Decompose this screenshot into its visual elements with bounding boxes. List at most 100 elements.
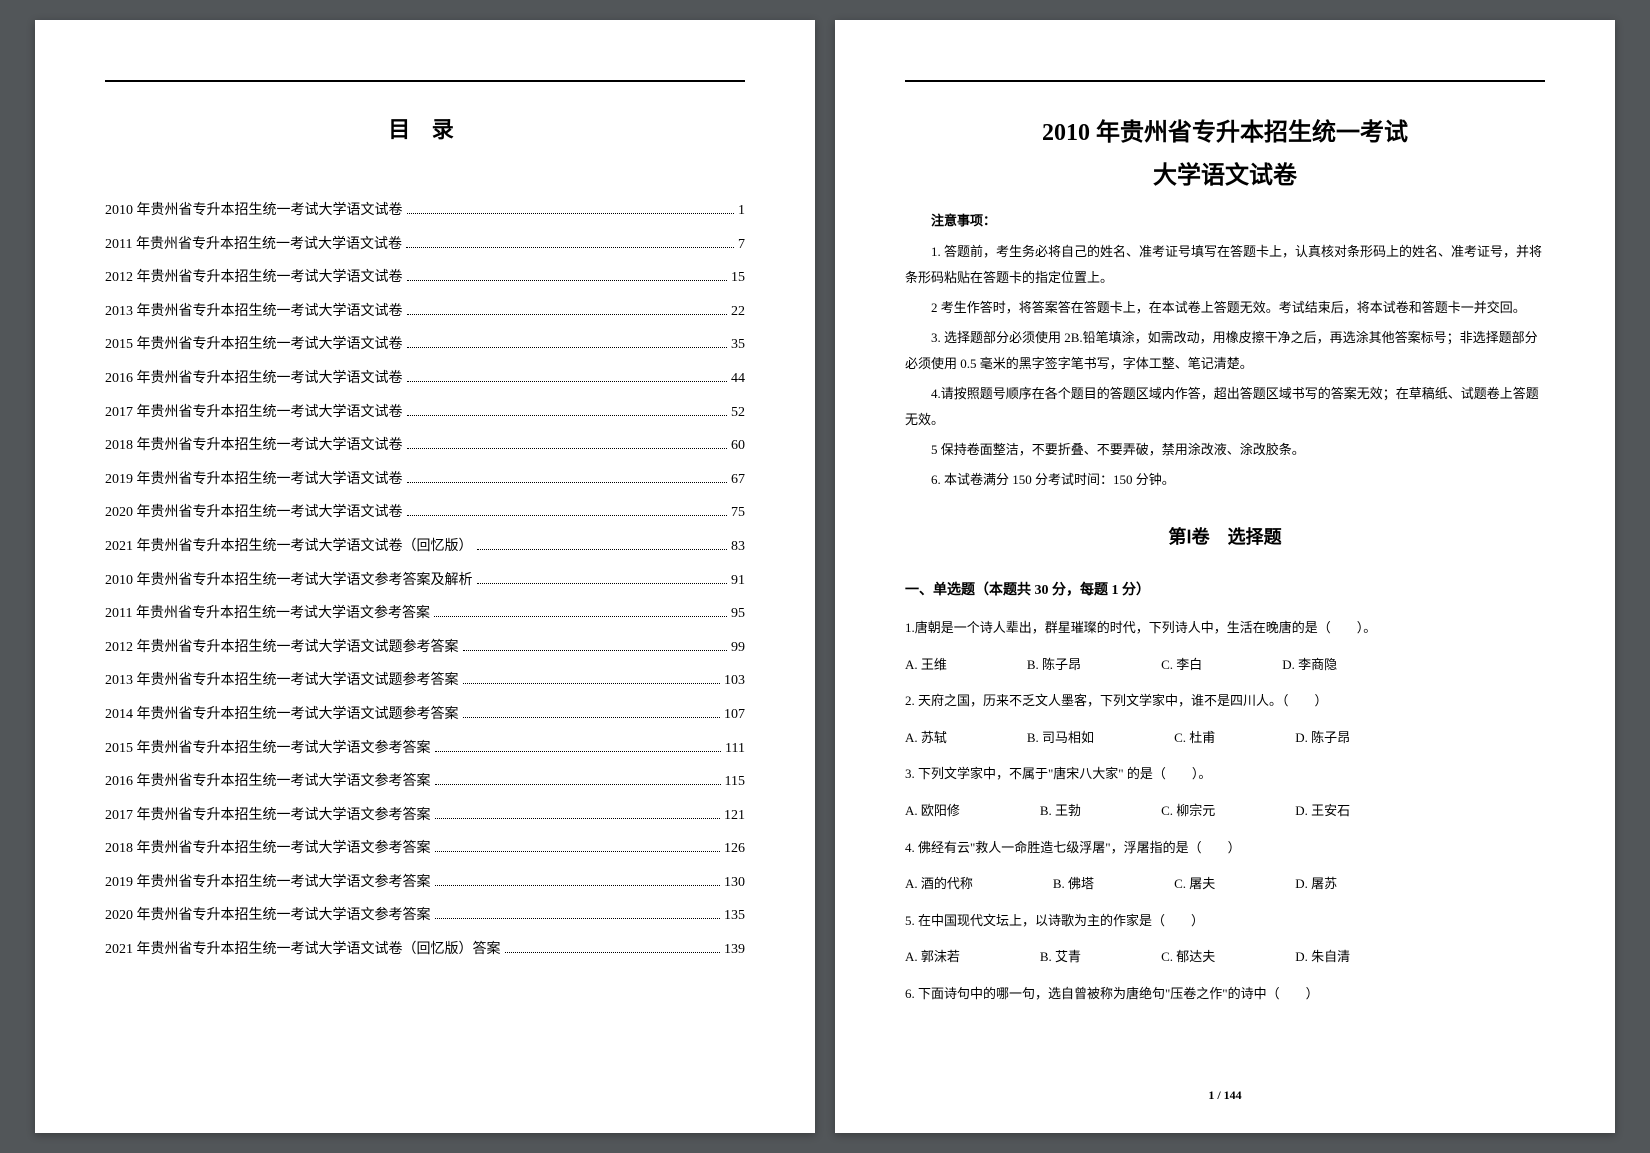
toc-item-page: 7	[738, 228, 745, 262]
toc-item-page: 99	[731, 631, 745, 665]
exam-subtitle: 大学语文试卷	[905, 155, 1545, 190]
toc-dots	[505, 952, 721, 953]
toc-item-label: 2016 年贵州省专升本招生统一考试大学语文试卷	[105, 362, 403, 396]
option-item: D. 朱自清	[1295, 943, 1350, 972]
toc-dots	[463, 650, 728, 651]
toc-item-label: 2011 年贵州省专升本招生统一考试大学语文试卷	[105, 228, 402, 262]
toc-dots	[407, 448, 728, 449]
notice-item: 1. 答题前，考生务必将自己的姓名、准考证号填写在答题卡上，认真核对条形码上的姓…	[905, 239, 1545, 291]
option-item: D. 李商隐	[1282, 651, 1337, 680]
toc-item: 2015 年贵州省专升本招生统一考试大学语文试卷 35	[105, 328, 745, 362]
page-number: 1 / 144	[835, 1088, 1615, 1103]
toc-dots	[407, 381, 728, 382]
question-section-title: 一、单选题（本题共 30 分，每题 1 分）	[905, 579, 1545, 599]
option-item: D. 屠苏	[1295, 870, 1337, 899]
toc-item: 2010 年贵州省专升本招生统一考试大学语文参考答案及解析 91	[105, 564, 745, 598]
toc-item-label: 2012 年贵州省专升本招生统一考试大学语文试题参考答案	[105, 631, 459, 665]
option-item: A. 王维	[905, 651, 947, 680]
toc-dots	[435, 818, 721, 819]
toc-item: 2015 年贵州省专升本招生统一考试大学语文参考答案111	[105, 732, 745, 766]
toc-dots	[477, 549, 728, 550]
toc-dots	[435, 851, 721, 852]
question-text: 4. 佛经有云"救人一命胜造七级浮屠"，浮屠指的是（ ）	[905, 834, 1545, 863]
toc-item: 2016 年贵州省专升本招生统一考试大学语文试卷44	[105, 362, 745, 396]
toc-item-page: 91	[731, 564, 745, 598]
option-item: B. 司马相如	[1027, 724, 1094, 753]
toc-item-label: 2015 年贵州省专升本招生统一考试大学语文试卷	[105, 328, 403, 362]
toc-item: 2019 年贵州省专升本招生统一考试大学语文试卷67	[105, 463, 745, 497]
toc-item-page: 103	[724, 664, 745, 698]
toc-dots	[407, 515, 728, 516]
toc-item: 2017 年贵州省专升本招生统一考试大学语文参考答案121	[105, 799, 745, 833]
option-item: D. 王安石	[1295, 797, 1350, 826]
notice-title: 注意事项：	[905, 210, 1545, 229]
option-item: B. 王勃	[1040, 797, 1081, 826]
toc-dots	[463, 683, 721, 684]
toc-item-page: 60	[731, 429, 745, 463]
toc-dots	[407, 213, 735, 214]
toc-item-page: 135	[724, 899, 745, 933]
notice-item: 4.请按照题号顺序在各个题目的答题区域内作答，超出答题区域书写的答案无效；在草稿…	[905, 381, 1545, 433]
toc-item: 2019 年贵州省专升本招生统一考试大学语文参考答案130	[105, 866, 745, 900]
right-page: 2010 年贵州省专升本招生统一考试 大学语文试卷 注意事项： 1. 答题前，考…	[835, 20, 1615, 1133]
toc-item-page: 1	[738, 194, 745, 228]
toc-item-label: 2017 年贵州省专升本招生统一考试大学语文试卷	[105, 396, 403, 430]
toc-item-label: 2013 年贵州省专升本招生统一考试大学语文试题参考答案	[105, 664, 459, 698]
toc-dots	[435, 784, 721, 785]
toc-item-page: 35	[731, 328, 745, 362]
toc-dots	[407, 314, 728, 315]
toc-item-page: 107	[724, 698, 745, 732]
toc-item-page: 95	[731, 597, 745, 631]
toc-item: 2021 年贵州省专升本招生统一考试大学语文试卷（回忆版）答案 139	[105, 933, 745, 967]
toc-item: 2013 年贵州省专升本招生统一考试大学语文试卷22	[105, 295, 745, 329]
toc-item: 2020 年贵州省专升本招生统一考试大学语文参考答案135	[105, 899, 745, 933]
section-title: 第Ⅰ卷 选择题	[905, 523, 1545, 549]
toc-item: 2014 年贵州省专升本招生统一考试大学语文试题参考答案107	[105, 698, 745, 732]
toc-dots	[435, 751, 722, 752]
question-text: 3. 下列文学家中，不属于"唐宋八大家" 的是（ ）。	[905, 760, 1545, 789]
toc-dots	[435, 918, 721, 919]
toc-item: 2018 年贵州省专升本招生统一考试大学语文参考答案126	[105, 832, 745, 866]
toc-item-label: 2020 年贵州省专升本招生统一考试大学语文试卷	[105, 496, 403, 530]
question-options: A. 酒的代称B. 佛塔C. 屠夫D. 屠苏	[905, 870, 1545, 899]
toc-dots	[477, 583, 728, 584]
question-text: 2. 天府之国，历来不乏文人墨客，下列文学家中，谁不是四川人。（ ）	[905, 687, 1545, 716]
toc-dots	[406, 247, 734, 248]
toc-item: 2012 年贵州省专升本招生统一考试大学语文试卷15	[105, 261, 745, 295]
question-text: 5. 在中国现代文坛上，以诗歌为主的作家是（ ）	[905, 907, 1545, 936]
option-item: C. 杜甫	[1174, 724, 1215, 753]
option-item: A. 苏轼	[905, 724, 947, 753]
question-text: 6. 下面诗句中的哪一句，选自曾被称为唐绝句"压卷之作"的诗中（ ）	[905, 980, 1545, 1009]
toc-item-label: 2021 年贵州省专升本招生统一考试大学语文试卷（回忆版）答案	[105, 933, 501, 967]
toc-item-label: 2013 年贵州省专升本招生统一考试大学语文试卷	[105, 295, 403, 329]
question-text: 1.唐朝是一个诗人辈出，群星璀璨的时代，下列诗人中，生活在晚唐的是（ ）。	[905, 614, 1545, 643]
toc-item-page: 15	[731, 261, 745, 295]
toc-item: 2017 年贵州省专升本招生统一考试大学语文试卷52	[105, 396, 745, 430]
toc-dots	[463, 717, 721, 718]
toc-item-label: 2017 年贵州省专升本招生统一考试大学语文参考答案	[105, 799, 431, 833]
option-item: C. 屠夫	[1174, 870, 1215, 899]
toc-item-label: 2019 年贵州省专升本招生统一考试大学语文试卷	[105, 463, 403, 497]
top-border	[105, 80, 745, 82]
toc-item-page: 139	[724, 933, 745, 967]
toc-item: 2020 年贵州省专升本招生统一考试大学语文试卷75	[105, 496, 745, 530]
toc-dots	[435, 885, 721, 886]
toc-item-label: 2011 年贵州省专升本招生统一考试大学语文参考答案	[105, 597, 430, 631]
question-options: A. 王维B. 陈子昂C. 李白D. 李商隐	[905, 651, 1545, 680]
option-item: B. 陈子昂	[1027, 651, 1081, 680]
question-options: A. 苏轼 B. 司马相如 C. 杜甫 D. 陈子昂	[905, 724, 1545, 753]
exam-title: 2010 年贵州省专升本招生统一考试	[905, 112, 1545, 147]
toc-item-label: 2010 年贵州省专升本招生统一考试大学语文参考答案及解析	[105, 564, 473, 598]
toc-item-page: 111	[725, 732, 745, 766]
option-item: C. 柳宗元	[1161, 797, 1215, 826]
notice-item: 2 考生作答时，将答案答在答题卡上，在本试卷上答题无效。考试结束后，将本试卷和答…	[905, 295, 1545, 321]
toc-list: 2010 年贵州省专升本招生统一考试大学语文试卷12011 年贵州省专升本招生统…	[105, 194, 745, 967]
toc-item-label: 2021 年贵州省专升本招生统一考试大学语文试卷（回忆版）	[105, 530, 473, 564]
toc-item-page: 126	[724, 832, 745, 866]
option-item: A. 酒的代称	[905, 870, 973, 899]
toc-dots	[434, 616, 727, 617]
option-item: D. 陈子昂	[1295, 724, 1350, 753]
option-item: C. 郁达夫	[1161, 943, 1215, 972]
toc-item: 2021 年贵州省专升本招生统一考试大学语文试卷（回忆版）83	[105, 530, 745, 564]
toc-dots	[407, 280, 728, 281]
